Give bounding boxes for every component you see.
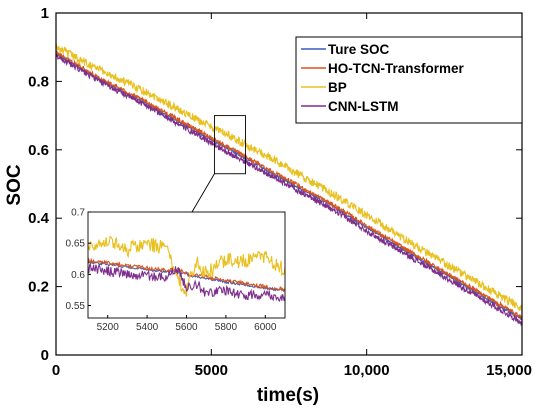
y-tick-label: 0.2 [28, 279, 49, 296]
y-tick-label: 0.4 [28, 210, 50, 227]
inset-x-tick-label: 5600 [175, 322, 198, 333]
series-line-bp [55, 42, 523, 313]
x-axis-title: time(s) [257, 385, 319, 406]
inset-x-tick-label: 5400 [136, 322, 159, 333]
y-tick-label: 1 [41, 5, 49, 22]
main-tick-labels: 0 5000 10,000 15,000 0 0.2 0.4 0.6 0.8 1 [28, 5, 532, 379]
x-tick-label: 10,000 [344, 362, 390, 379]
x-tick-label: 15,000 [486, 362, 532, 379]
inset-series-group [88, 235, 285, 303]
main-series-group [55, 42, 523, 327]
main-axes [55, 12, 523, 356]
inset-background [88, 212, 285, 318]
inset-y-tick-label: 0.65 [66, 239, 86, 250]
y-tick-label: 0 [41, 347, 49, 364]
inset-x-tick-label: 6000 [254, 322, 277, 333]
inset-x-tick-label: 5800 [215, 322, 238, 333]
series-line-cnn-lstm [55, 53, 523, 327]
legend-label-cnn-lstm: CNN-LSTM [328, 99, 399, 114]
inset-x-tick-label: 5200 [97, 322, 120, 333]
x-tick-label: 5000 [195, 362, 228, 379]
y-tick-label: 0.8 [28, 73, 49, 90]
legend-box [295, 36, 523, 124]
inset-zoom-panel: 5200 5400 5600 5800 6000 0.55 0.6 0.65 0.7 [66, 115, 286, 333]
zoom-connector-line [191, 173, 215, 213]
zoom-region-box [213, 115, 246, 175]
inset-series-line-ho-tcn-transformer [88, 257, 285, 292]
inset-series-line-cnn-lstm [88, 262, 285, 303]
inset-y-tick-label: 0.7 [71, 208, 85, 219]
y-axis-title: SOC [4, 164, 25, 205]
inset-y-tick-label: 0.6 [71, 270, 85, 281]
y-tick-label: 0.6 [28, 142, 49, 159]
inset-series-line-bp [88, 235, 285, 297]
inset-series-line-ture-soc [88, 260, 285, 293]
inset-y-tick-label: 0.55 [66, 301, 86, 312]
legend-label-ho-tcn-transformer: HO-TCN-Transformer [328, 61, 465, 76]
plot-frame [55, 12, 523, 356]
legend: Ture SOC HO-TCN-Transformer BP CNN-LSTM [295, 36, 523, 124]
series-line-ho-tcn-transformer [55, 50, 523, 319]
legend-label-ture-soc: Ture SOC [328, 42, 390, 57]
x-tick-label: 0 [52, 362, 60, 379]
legend-label-bp: BP [328, 80, 347, 95]
